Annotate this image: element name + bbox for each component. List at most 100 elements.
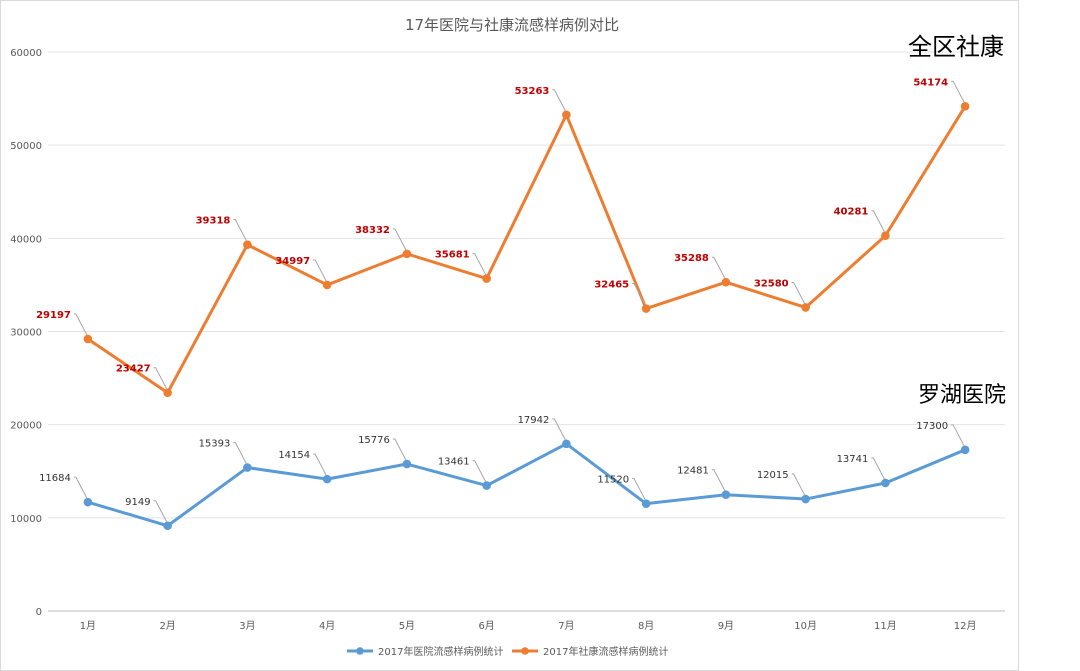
data-point: [402, 249, 412, 259]
chart-title: 17年医院与社康流感样病例对比: [405, 16, 619, 34]
label-leader-line: [73, 476, 88, 499]
label-leader-line: [871, 210, 885, 232]
data-label: 38332: [355, 225, 390, 236]
x-tick-label: 11月: [874, 620, 897, 632]
data-point: [163, 388, 172, 398]
label-leader-line: [313, 259, 327, 282]
data-point: [243, 240, 252, 249]
label-leader-line: [951, 424, 965, 447]
x-tick-label: 5月: [399, 620, 415, 632]
data-label: 11684: [39, 473, 71, 484]
data-label: 34997: [275, 256, 310, 267]
label-leader-line: [951, 80, 965, 103]
y-axis-ticks: 0 10000 20000 30000 40000 50000 60000: [10, 48, 42, 618]
label-leader-line: [632, 283, 646, 305]
x-tick-label: 9月: [718, 620, 734, 632]
data-point: [322, 280, 332, 290]
legend-swatch-marker: [356, 647, 364, 655]
data-label: 15776: [358, 435, 390, 446]
data-point: [721, 277, 731, 287]
legend-label: 2017年社康流感样病例统计: [543, 645, 668, 658]
label-leader-line: [472, 460, 487, 482]
x-tick-label: 1月: [80, 620, 96, 632]
data-point: [801, 494, 810, 504]
x-axis-ticks: 1月 2月 3月 4月 5月 6月 7月 8月 9月 10月 11月 12月: [80, 620, 977, 632]
label-leader-line: [472, 253, 487, 275]
y-tick-label: 20000: [10, 421, 42, 432]
data-point: [881, 231, 890, 241]
x-tick-label: 6月: [478, 620, 494, 632]
label-leader-line: [233, 442, 247, 464]
x-tick-label: 8月: [638, 620, 654, 632]
y-tick-label: 10000: [10, 514, 42, 525]
data-point: [562, 110, 571, 120]
y-tick-label: 50000: [10, 141, 42, 152]
label-leader-line: [392, 228, 407, 251]
label-leader-line: [791, 281, 806, 304]
data-label: 29197: [36, 310, 71, 321]
data-label: 39318: [196, 216, 231, 227]
data-label: 17300: [916, 421, 948, 432]
legend: 2017年医院流感样病例统计 2017年社康流感样病例统计: [347, 645, 668, 658]
series-lines: [83, 101, 970, 531]
x-tick-label: 3月: [239, 620, 255, 632]
y-tick-label: 60000: [10, 48, 42, 59]
data-label: 23427: [116, 364, 151, 375]
data-point: [482, 274, 491, 283]
data-label: 9149: [125, 497, 150, 508]
y-tick-label: 30000: [10, 328, 42, 339]
data-labels: 11684 9149 15393 14154 15776 13461 17942 11520 1…: [36, 77, 965, 522]
data-label: 54174: [913, 77, 948, 88]
data-point: [163, 521, 172, 531]
data-label: 13461: [438, 457, 470, 468]
data-label: 15393: [199, 439, 231, 450]
data-label: 35288: [674, 253, 709, 264]
data-label: 40281: [834, 207, 869, 218]
data-label: 12015: [757, 470, 789, 481]
label-leader-line: [153, 500, 168, 522]
x-tick-label: 2月: [159, 620, 175, 632]
data-point: [641, 499, 651, 508]
data-label: 17942: [518, 415, 550, 426]
data-label: 32580: [754, 278, 789, 289]
data-point: [83, 334, 93, 344]
data-label: 13741: [837, 454, 869, 465]
label-leader-line: [711, 469, 726, 491]
label-leader-line: [73, 313, 88, 336]
y-tick-label: 0: [36, 607, 42, 618]
data-point: [960, 445, 970, 455]
x-tick-label: 12月: [954, 620, 977, 632]
data-label: 11520: [597, 475, 629, 486]
data-point: [562, 439, 571, 449]
label-leader-line: [233, 219, 247, 241]
legend-label: 2017年医院流感样病例统计: [378, 645, 503, 658]
label-leader-line: [711, 256, 726, 279]
data-label: 12481: [677, 466, 709, 477]
data-label: 32465: [594, 280, 629, 291]
annotation-community: 全区社康: [908, 33, 1004, 61]
data-point: [322, 474, 332, 484]
y-tick-label: 40000: [10, 234, 42, 245]
label-leader-line: [153, 367, 168, 389]
x-tick-label: 10月: [794, 620, 817, 632]
data-point: [721, 490, 731, 500]
label-leader-line: [313, 453, 327, 476]
series-line: [86, 104, 967, 395]
data-point: [881, 478, 890, 488]
data-point: [641, 304, 651, 313]
label-leader-line: [632, 478, 646, 500]
data-point: [960, 101, 970, 111]
grid-lines: [48, 51, 1005, 612]
x-tick-label: 4月: [319, 620, 335, 632]
x-tick-label: 7月: [558, 620, 574, 632]
annotation-hospital: 罗湖医院: [918, 383, 1006, 408]
chart-border: [0, 0, 1019, 671]
data-point: [83, 497, 93, 507]
data-point: [482, 481, 491, 490]
data-point: [243, 463, 252, 472]
legend-swatch-marker: [521, 647, 529, 655]
label-leader-line: [871, 457, 885, 480]
label-leader-line: [392, 438, 407, 461]
label-leader-line: [791, 473, 806, 496]
series-line: [86, 442, 967, 528]
